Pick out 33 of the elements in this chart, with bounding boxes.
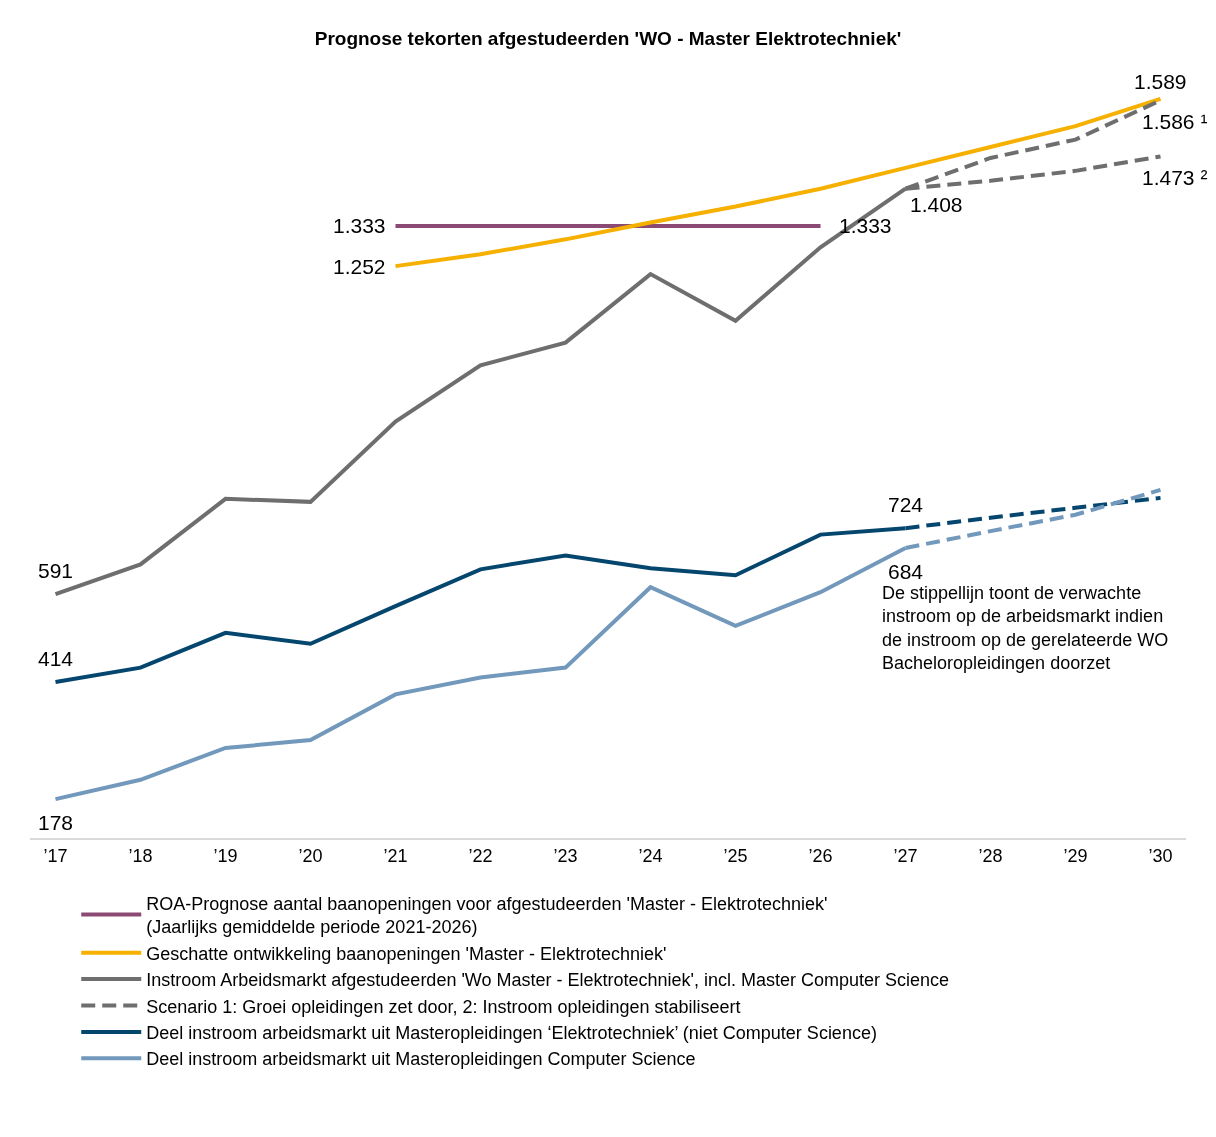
data-label: 414 — [38, 647, 74, 670]
x-tick-label: ’24 — [638, 845, 663, 866]
legend-label: Instroom Arbeidsmarkt afgestudeerden 'Wo Master - Elektrotechniek', incl. Master Computer Science — [146, 970, 950, 991]
x-tick-label: ’20 — [298, 845, 323, 866]
legend-label: Geschatte ontwikkeling baanopeningen 'Master - Elektrotechniek' — [146, 943, 667, 964]
data-label: 1.252 — [333, 255, 386, 278]
data-label: 1.589 — [1134, 70, 1187, 93]
data-label: 724 — [888, 493, 924, 516]
data-label: 1.333 — [333, 214, 386, 237]
data-label: 1.408 — [910, 193, 963, 216]
annotation: De stippellijn toont de verwachte instroom op de arbeidsmarkt indien de instroom op de gerelateerde WO Bacheloropleidingen doorzet — [882, 583, 1169, 674]
legend-label: ROA-Prognose aantal baanopeningen voor afgestudeerden 'Master - Elektrotechniek' (Jaarlijks gemiddelde periode 2021-2026) — [146, 893, 828, 938]
x-tick-label: ’21 — [383, 845, 408, 866]
x-tick-label: ’19 — [213, 845, 238, 866]
data-label: 1.586 ¹ — [1142, 110, 1208, 133]
legend-label: Deel instroom arbeidsmarkt uit Masteropleidingen ‘Elektrotechniek’ (niet Computer Science) — [146, 1022, 877, 1043]
data-label: 591 — [38, 559, 74, 582]
chart-title: Prognose tekorten afgestudeerden 'WO - Master Elektrotechniek' — [314, 28, 902, 50]
data-label: 1.473 ² — [1142, 166, 1208, 189]
x-tick-label: ’17 — [43, 845, 68, 866]
x-tick-label: ’28 — [978, 845, 1003, 866]
x-tick-label: ’29 — [1063, 845, 1088, 866]
legend-label: Scenario 1: Groei opleidingen zet door, 2: Instroom opleidingen stabiliseert — [146, 996, 741, 1017]
x-tick-label: ’27 — [893, 845, 918, 866]
legend-label: Deel instroom arbeidsmarkt uit Masteropleidingen Computer Science — [146, 1049, 696, 1070]
x-tick-label: ’30 — [1148, 845, 1173, 866]
x-tick-label: ’25 — [723, 845, 748, 866]
data-label: 684 — [888, 560, 924, 583]
x-tick-label: ’23 — [553, 845, 578, 866]
data-label: 178 — [38, 811, 74, 834]
x-tick-label: ’26 — [808, 845, 833, 866]
x-tick-label: ’22 — [468, 845, 493, 866]
x-tick-label: ’18 — [128, 845, 153, 866]
